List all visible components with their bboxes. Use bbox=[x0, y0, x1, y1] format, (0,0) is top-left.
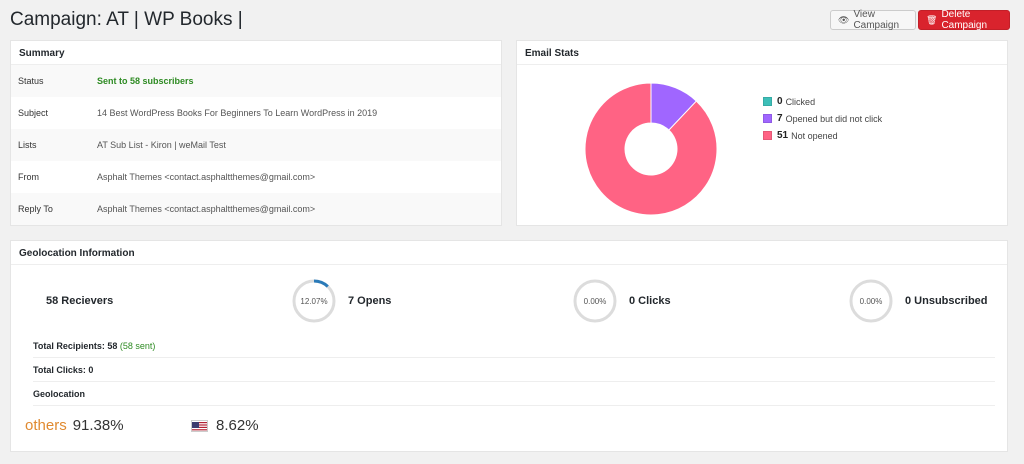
legend-swatch-not-opened bbox=[763, 131, 772, 140]
legend-count: 7 bbox=[777, 113, 783, 124]
donut-slice-not-opened[interactable] bbox=[584, 82, 718, 216]
email-stats-donut-chart bbox=[584, 82, 718, 216]
ring-track bbox=[573, 279, 617, 323]
unsubscribed-label: 0 Unsubscribed bbox=[905, 295, 988, 307]
location-value: 8.62% bbox=[216, 417, 259, 434]
summary-heading: Summary bbox=[11, 41, 501, 65]
sent-note: (58 sent) bbox=[119, 341, 156, 351]
status-value: Sent to 58 subscribers bbox=[97, 76, 194, 86]
legend-swatch-clicked bbox=[763, 97, 772, 106]
unsubscribed-progress-ring: 0.00% bbox=[849, 279, 893, 323]
clicks-progress-ring: 0.00% bbox=[573, 279, 617, 323]
lists-value: AT Sub List - Kiron | weMail Test bbox=[97, 140, 226, 150]
subject-value: 14 Best WordPress Books For Beginners To… bbox=[97, 108, 378, 118]
email-stats-panel: Email Stats 0 Clicked 7 Opened but did n… bbox=[516, 40, 1008, 226]
legend-item-not-opened[interactable]: 51 Not opened bbox=[763, 127, 882, 144]
geolocation-panel: Geolocation Information 58 Recievers 12.… bbox=[10, 240, 1008, 452]
summary-row-status: Status Sent to 58 subscribers bbox=[11, 65, 501, 97]
clicks-metric: 0.00% 0 Clicks bbox=[573, 279, 671, 323]
location-others: others 91.38% bbox=[25, 417, 124, 434]
eye-icon: 👁 bbox=[838, 14, 850, 25]
view-campaign-button[interactable]: 👁 View Campaign bbox=[830, 9, 916, 31]
ring-fill bbox=[292, 279, 336, 323]
total-clicks: Total Clicks: 0 bbox=[33, 365, 995, 382]
delete-campaign-button[interactable]: 🗑 Delete Campaign bbox=[918, 9, 1010, 31]
summary-key: Reply To bbox=[18, 204, 53, 214]
opens-percent: 12.07% bbox=[300, 296, 328, 306]
us-flag-icon bbox=[191, 419, 208, 432]
view-campaign-label: View Campaign bbox=[853, 9, 900, 31]
location-us: 8.62% bbox=[191, 417, 259, 434]
legend-swatch-opened bbox=[763, 114, 772, 123]
receivers-label: 58 Recievers bbox=[46, 295, 114, 307]
opens-metric: 12.07% 7 Opens bbox=[292, 279, 391, 323]
opens-label: 7 Opens bbox=[348, 295, 392, 307]
legend-count: 0 bbox=[777, 96, 783, 107]
unsubscribed-percent: 0.00% bbox=[859, 296, 883, 306]
legend-count: 51 bbox=[777, 130, 789, 141]
ring-track bbox=[849, 279, 893, 323]
summary-key: Status bbox=[18, 76, 44, 86]
legend-item-clicked[interactable]: 0 Clicked bbox=[763, 93, 882, 110]
legend-label: Opened but did not click bbox=[785, 113, 883, 124]
total-recipients: Total Recipients: 58 (58 sent) bbox=[33, 341, 995, 358]
summary-panel: Summary Status Sent to 58 subscribers Su… bbox=[10, 40, 502, 226]
legend-label: Not opened bbox=[791, 130, 838, 141]
location-value: 91.38% bbox=[72, 417, 124, 434]
location-name: others bbox=[25, 417, 67, 434]
opens-progress-ring: 12.07% bbox=[292, 279, 336, 323]
trash-icon: 🗑 bbox=[926, 14, 938, 25]
unsubscribed-metric: 0.00% 0 Unsubscribed bbox=[849, 279, 988, 323]
summary-row-reply-to: Reply To Asphalt Themes <contact.asphalt… bbox=[11, 193, 501, 225]
total-recipients-label: Total Recipients: 58 bbox=[33, 341, 118, 351]
from-value: Asphalt Themes <contact.asphaltthemes@gm… bbox=[97, 172, 316, 182]
email-stats-legend: 0 Clicked 7 Opened but did not click 51 … bbox=[763, 93, 882, 144]
receivers-metric: 58 Recievers bbox=[46, 279, 113, 323]
summary-row-from: From Asphalt Themes <contact.asphaltthem… bbox=[11, 161, 501, 193]
geolocation-label: Geolocation bbox=[33, 389, 995, 406]
clicks-label: 0 Clicks bbox=[629, 295, 671, 307]
summary-key: Subject bbox=[18, 108, 49, 118]
page-title: Campaign: AT | WP Books | bbox=[10, 9, 243, 30]
delete-campaign-label: Delete Campaign bbox=[941, 9, 988, 31]
reply-to-value: Asphalt Themes <contact.asphaltthemes@gm… bbox=[97, 204, 316, 214]
summary-row-lists: Lists AT Sub List - Kiron | weMail Test bbox=[11, 129, 501, 161]
geolocation-heading: Geolocation Information bbox=[11, 241, 1007, 265]
email-stats-heading: Email Stats bbox=[517, 41, 1007, 65]
summary-row-subject: Subject 14 Best WordPress Books For Begi… bbox=[11, 97, 501, 129]
legend-label: Clicked bbox=[785, 96, 816, 107]
legend-item-opened[interactable]: 7 Opened but did not click bbox=[763, 110, 882, 127]
summary-key: Lists bbox=[18, 140, 37, 150]
clicks-percent: 0.00% bbox=[583, 296, 607, 306]
summary-key: From bbox=[18, 172, 39, 182]
